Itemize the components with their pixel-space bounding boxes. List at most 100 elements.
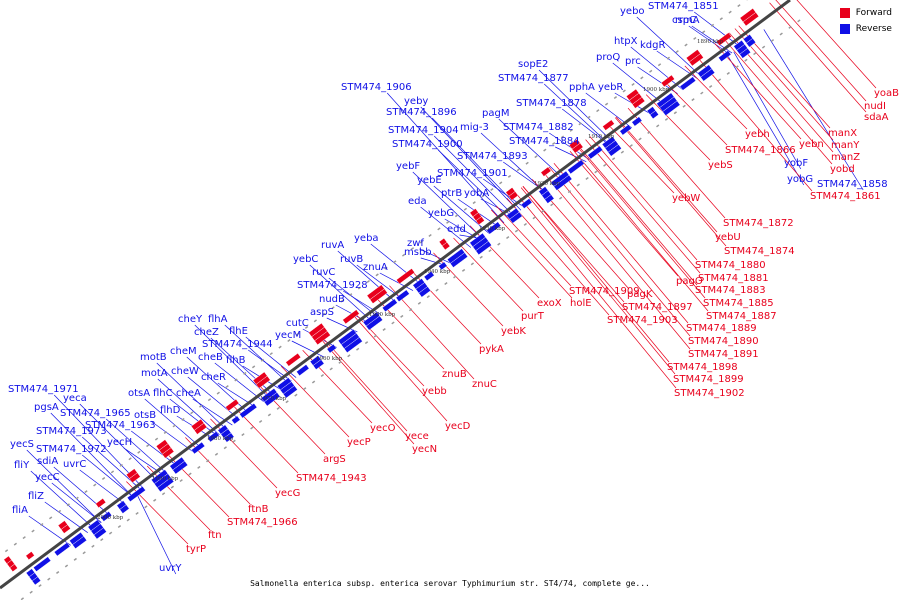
reverse-gene-block (475, 240, 492, 256)
reverse-gene-block (296, 364, 310, 376)
forward-gene-block (716, 32, 732, 46)
marker-dash (163, 431, 168, 435)
marker-dash (137, 450, 141, 454)
forward-gene-label: ftnB (248, 504, 269, 515)
reverse-gene-label: STM474_1896 (386, 107, 457, 118)
reverse-label-connector (444, 218, 481, 241)
reverse-gene-label: yebR (598, 82, 623, 93)
marker-dash (161, 492, 166, 496)
marker-dash (543, 148, 547, 152)
marker-dash (340, 299, 344, 303)
reverse-gene-label: STM474_1878 (516, 98, 587, 109)
reverse-label-connector (636, 16, 702, 77)
reverse-label-connector (30, 470, 94, 529)
marker-dash (673, 111, 677, 115)
reverse-label-connector (291, 340, 324, 358)
reverse-gene-block (662, 100, 681, 116)
forward-gene-label: manX (828, 128, 857, 139)
forward-gene-label: yobd (830, 164, 855, 175)
forward-label-connector (553, 163, 689, 324)
forward-gene-label: yebS (708, 160, 733, 171)
kbp-tick-label: 1900 kbp (643, 87, 670, 93)
forward-gene-label: STM474_1891 (688, 349, 759, 360)
forward-label-connector (734, 28, 834, 141)
forward-gene-block (438, 237, 448, 247)
legend-forward: Forward (839, 8, 892, 18)
marker-dash (276, 406, 280, 410)
marker-dash (728, 10, 732, 14)
marker-dash (181, 417, 185, 421)
marker-dash (587, 115, 591, 119)
marker-dash (391, 321, 395, 325)
reverse-gene-block (739, 48, 751, 59)
marker-dash (419, 240, 423, 244)
reverse-gene-block (619, 124, 632, 136)
reverse-gene-block (718, 50, 732, 62)
forward-label-connector (319, 337, 415, 445)
forward-gene-label: STM474_1898 (667, 362, 738, 373)
reverse-gene-block (53, 542, 71, 557)
reverse-gene-label: motA (141, 368, 168, 379)
marker-dash (708, 84, 713, 88)
forward-label-connector (389, 285, 475, 380)
marker-dash (585, 176, 589, 180)
reverse-gene-label: otsA (128, 388, 150, 399)
forward-gene-label: yebh (745, 129, 770, 140)
forward-gene-label: yecG (275, 488, 300, 499)
reverse-label-connector (420, 206, 472, 248)
forward-gene-label: yebb (422, 386, 447, 397)
kbp-tick-label: 1890 kbp (697, 39, 724, 45)
marker-dash (631, 82, 635, 86)
marker-dash (4, 549, 9, 553)
marker-dash (144, 505, 148, 509)
marker-dash (338, 360, 342, 364)
reverse-gene-label: fliA (12, 505, 28, 516)
reverse-gene-label: STM474_1877 (498, 73, 569, 84)
reverse-label-connector (79, 403, 158, 482)
kbp-tick-label: 2000 kbp (97, 515, 124, 521)
reverse-gene-label: yebE (417, 175, 442, 186)
forward-gene-block (660, 74, 675, 88)
reverse-gene-block (156, 477, 175, 493)
forward-gene-block (602, 119, 615, 131)
reverse-gene-label: STM474_1858 (817, 179, 888, 190)
reverse-gene-label: yobG (787, 174, 813, 185)
marker-dash (506, 236, 510, 240)
marker-dash (691, 98, 695, 102)
marker-dash (666, 56, 670, 60)
reverse-gene-label: cheZ (194, 327, 219, 338)
reverse-label-connector (224, 324, 289, 384)
forward-gene-label: holE (570, 298, 592, 309)
marker-dash (110, 470, 115, 474)
forward-label-connector (585, 139, 701, 274)
reverse-label-connector (337, 250, 397, 304)
reverse-gene-block (553, 174, 573, 191)
marker-dash (172, 424, 176, 428)
marker-dash (470, 262, 475, 266)
reverse-gene-label: STM474_1972 (36, 444, 107, 455)
reverse-swatch (839, 24, 850, 34)
marker-dash (375, 273, 379, 277)
reverse-label-connector (370, 243, 422, 285)
reverse-gene-block (100, 511, 113, 522)
forward-gene-label: yecN (412, 444, 437, 455)
reverse-label-connector (733, 51, 802, 170)
marker-dash (206, 459, 210, 463)
forward-gene-label: ftn (208, 530, 222, 541)
forward-label-connector (684, 65, 748, 130)
reverse-gene-block (438, 261, 448, 271)
reverse-label-connector (50, 412, 135, 499)
marker-dash (417, 301, 422, 305)
kbp-tick-label: 1950 kbp (369, 312, 396, 318)
marker-dash (108, 531, 113, 535)
marker-dash (303, 387, 307, 391)
reverse-label-connector (433, 185, 490, 234)
marker-dash (100, 538, 104, 542)
reverse-gene-label: STM474_1965 (60, 408, 131, 419)
reverse-gene-block (263, 392, 281, 407)
marker-dash (40, 522, 44, 526)
marker-dash (463, 207, 468, 211)
reverse-gene-block (126, 486, 146, 502)
forward-label-connector (775, 0, 867, 102)
